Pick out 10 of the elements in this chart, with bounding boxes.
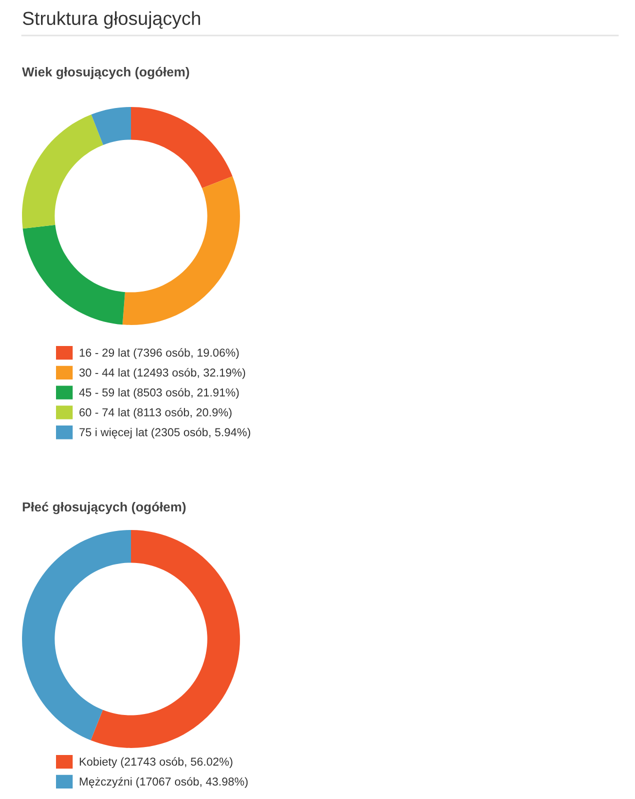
chart-subtitle: Wiek głosujących (ogółem) — [22, 66, 190, 80]
legend-label: Kobiety (21743 osób, 56.02%) — [80, 757, 232, 768]
legend-label: 60 - 74 lat (8113 osób, 20.9%) — [80, 408, 232, 419]
legend-label: 45 - 59 lat (8503 osób, 21.91%) — [79, 388, 239, 399]
legend-label: Mężczyźni (17067 osób, 43.98%) — [80, 777, 248, 788]
chart-title: Płeć głosujących (ogółem) — [22, 502, 186, 514]
legend-label: 30 - 44 lat (12493 osób, 32.19%) — [79, 368, 246, 379]
chart-title: Struktura głosujących — [22, 11, 200, 29]
legend-label: 75 i więcej lat (2305 osób, 5.94%) — [80, 428, 250, 439]
legend-label: 16 - 29 lat (7396 osób, 19.06%) — [80, 348, 239, 359]
